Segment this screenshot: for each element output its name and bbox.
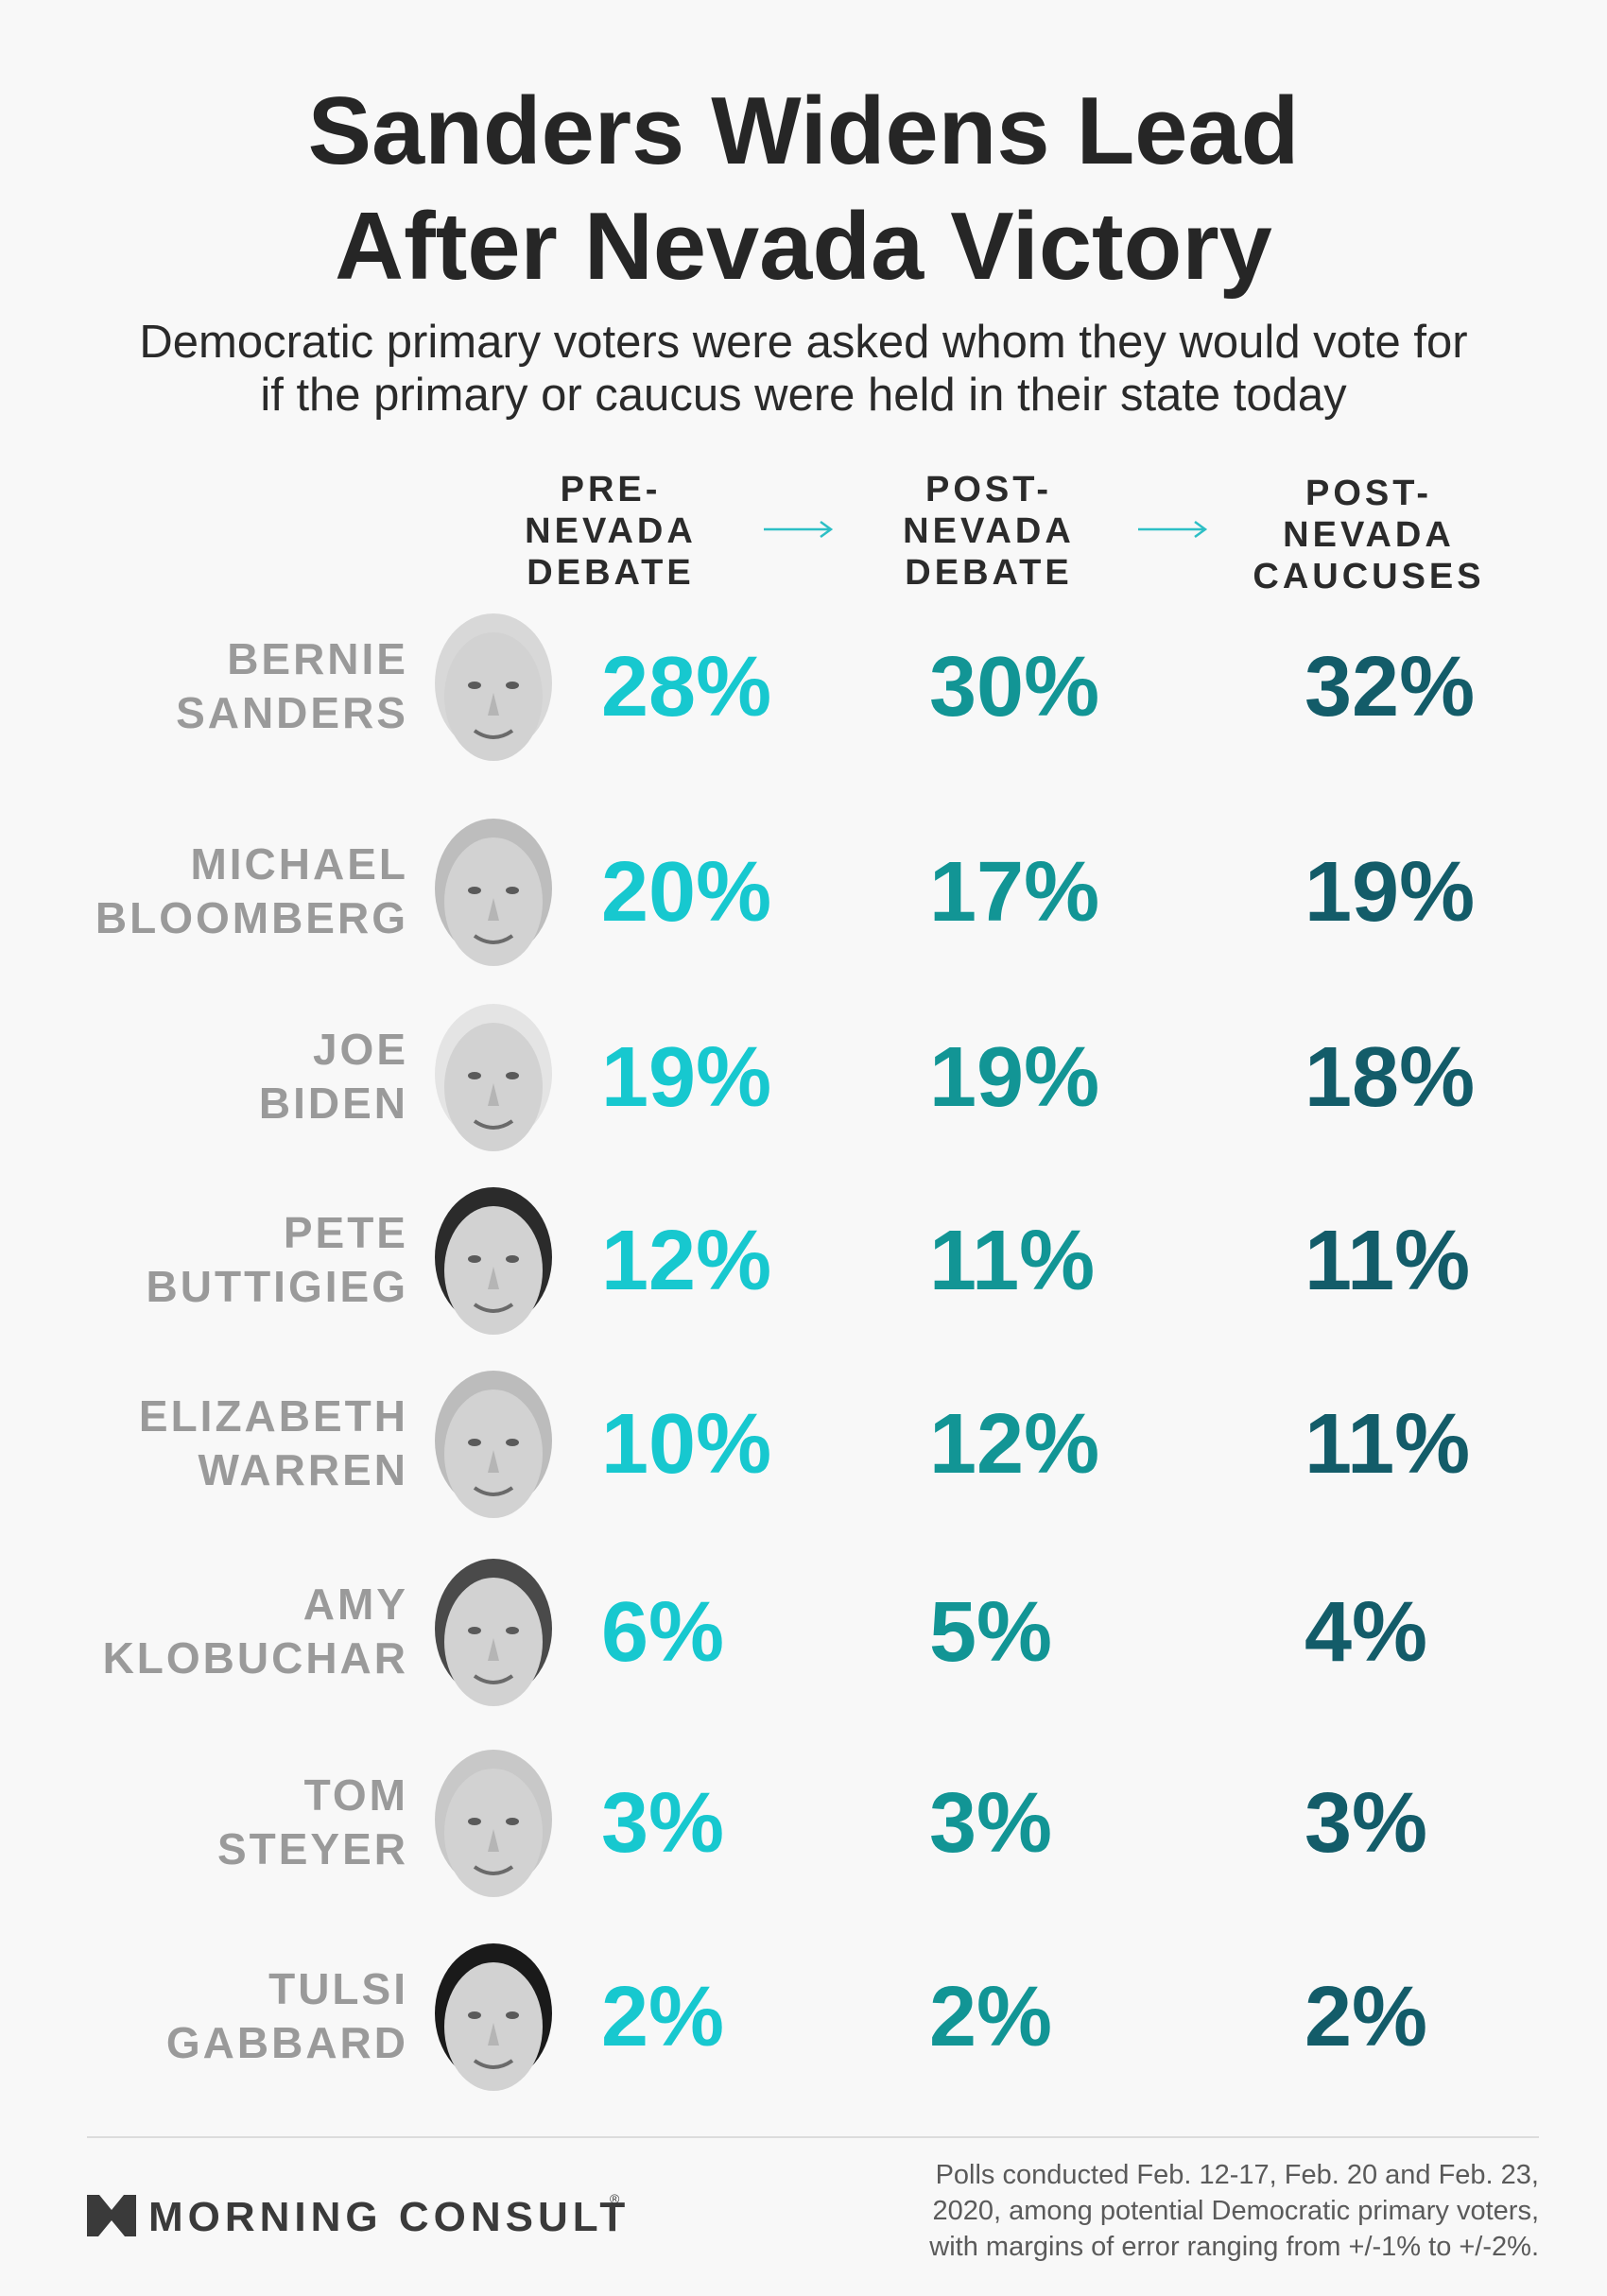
poll-value: 19%: [1305, 845, 1476, 940]
column-header-line: CAUCUSES: [1253, 557, 1485, 596]
column-header-line: NEVADA: [1283, 515, 1455, 555]
candidate-name: TOM STEYER: [11, 1769, 408, 1876]
note-line-2: 2020, among potential Democratic primary…: [932, 2196, 1539, 2226]
subtitle-line-1: Democratic primary voters were asked who…: [139, 317, 1468, 368]
poll-value: 10%: [601, 1397, 772, 1492]
poll-value: 3%: [929, 1776, 1053, 1871]
candidate-row: TOM STEYER 3% 3% 3%: [0, 1746, 1607, 1907]
note-line-3: with margins of error ranging from +/-1%…: [929, 2232, 1539, 2262]
poll-value: 19%: [601, 1030, 772, 1125]
poll-value: 17%: [929, 845, 1100, 940]
candidate-last-name: WARREN: [198, 1445, 408, 1494]
subtitle-line-2: if the primary or caucus were held in th…: [260, 370, 1347, 421]
candidate-portrait: [435, 1187, 552, 1335]
poll-value: 11%: [929, 1214, 1096, 1308]
poll-value: 28%: [601, 640, 772, 734]
poll-value: 20%: [601, 845, 772, 940]
poll-value: 12%: [601, 1214, 772, 1308]
arrow-right-icon: [764, 520, 834, 539]
candidate-first-name: TULSI: [268, 1964, 408, 2013]
column-header-line: PRE-: [560, 470, 662, 509]
candidate-portrait: [435, 1371, 552, 1518]
column-header-line: POST-: [924, 470, 1053, 509]
footer-divider: [87, 2136, 1539, 2138]
column-header-line: NEVADA: [525, 511, 697, 551]
candidate-name: BERNIE SANDERS: [11, 632, 408, 740]
candidate-row: MICHAEL BLOOMBERG 20% 17% 19%: [0, 815, 1607, 975]
morning-consult-logo-icon: [87, 2195, 136, 2236]
poll-value: 11%: [1305, 1397, 1471, 1492]
registered-mark: ®: [610, 2191, 620, 2206]
poll-value: 2%: [1305, 1970, 1428, 2064]
candidate-first-name: JOE: [312, 1025, 408, 1074]
poll-value: 6%: [601, 1585, 725, 1680]
candidate-portrait: [435, 1943, 552, 2091]
chart-title: Sanders Widens Lead After Nevada Victory: [0, 74, 1607, 304]
poll-value: 30%: [929, 640, 1100, 734]
candidate-first-name: PETE: [283, 1208, 408, 1257]
candidate-portrait: [435, 1004, 552, 1151]
candidate-last-name: BIDEN: [258, 1079, 408, 1128]
candidate-name: PETE BUTTIGIEG: [11, 1206, 408, 1314]
candidate-last-name: BLOOMBERG: [95, 893, 408, 942]
column-header-line: DEBATE: [527, 553, 695, 593]
chart-subtitle: Democratic primary voters were asked who…: [0, 316, 1607, 422]
candidate-row: BERNIE SANDERS 28% 30% 32%: [0, 610, 1607, 770]
candidate-last-name: BUTTIGIEG: [146, 1262, 408, 1311]
poll-value: 3%: [1305, 1776, 1428, 1871]
candidate-last-name: GABBARD: [165, 2018, 408, 2067]
column-header-post-caucuses: POST- NEVADA CAUCUSES: [1227, 473, 1511, 597]
candidate-name: AMY KLOBUCHAR: [11, 1578, 408, 1685]
brand-name: MORNING CONSULT: [148, 2194, 631, 2240]
column-header-post-debate: POST- NEVADA DEBATE: [847, 469, 1131, 594]
poll-value: 11%: [1305, 1214, 1471, 1308]
candidate-last-name: SANDERS: [176, 688, 408, 737]
candidate-portrait: [435, 1559, 552, 1706]
candidate-first-name: MICHAEL: [190, 839, 408, 889]
candidate-portrait: [435, 613, 552, 761]
poll-value: 19%: [929, 1030, 1100, 1125]
column-header-line: DEBATE: [905, 553, 1073, 593]
poll-value: 18%: [1305, 1030, 1476, 1125]
poll-value: 32%: [1305, 640, 1476, 734]
candidate-last-name: STEYER: [216, 1824, 408, 1873]
candidate-row: AMY KLOBUCHAR 6% 5% 4%: [0, 1555, 1607, 1716]
poll-value: 4%: [1305, 1585, 1428, 1680]
candidate-row: TULSI GABBARD 2% 2% 2%: [0, 1940, 1607, 2100]
poll-value: 5%: [929, 1585, 1053, 1680]
title-line-1: Sanders Widens Lead: [307, 78, 1300, 184]
methodology-note: Polls conducted Feb. 12-17, Feb. 20 and …: [821, 2157, 1539, 2265]
arrow-right-icon: [1138, 520, 1208, 539]
poll-value: 2%: [929, 1970, 1053, 2064]
candidate-first-name: AMY: [302, 1580, 408, 1629]
candidate-row: JOE BIDEN 19% 19% 18%: [0, 1000, 1607, 1161]
candidate-first-name: ELIZABETH: [138, 1391, 408, 1441]
candidate-row: PETE BUTTIGIEG 12% 11% 11%: [0, 1183, 1607, 1344]
title-line-2: After Nevada Victory: [335, 194, 1272, 300]
poll-value: 3%: [601, 1776, 725, 1871]
candidate-last-name: KLOBUCHAR: [102, 1633, 408, 1683]
candidate-portrait: [435, 819, 552, 966]
candidate-name: MICHAEL BLOOMBERG: [11, 837, 408, 945]
column-header-line: POST-: [1305, 474, 1433, 513]
poll-value: 12%: [929, 1397, 1100, 1492]
candidate-name: JOE BIDEN: [11, 1023, 408, 1131]
candidate-row: ELIZABETH WARREN 10% 12% 11%: [0, 1367, 1607, 1528]
candidate-portrait: [435, 1750, 552, 1897]
poll-value: 2%: [601, 1970, 725, 2064]
candidate-name: TULSI GABBARD: [11, 1962, 408, 2070]
candidate-name: ELIZABETH WARREN: [11, 1390, 408, 1497]
candidate-first-name: BERNIE: [227, 634, 408, 683]
column-header-line: NEVADA: [903, 511, 1075, 551]
note-line-1: Polls conducted Feb. 12-17, Feb. 20 and …: [935, 2160, 1539, 2190]
candidate-first-name: TOM: [303, 1770, 408, 1820]
column-header-pre-debate: PRE- NEVADA DEBATE: [469, 469, 752, 594]
